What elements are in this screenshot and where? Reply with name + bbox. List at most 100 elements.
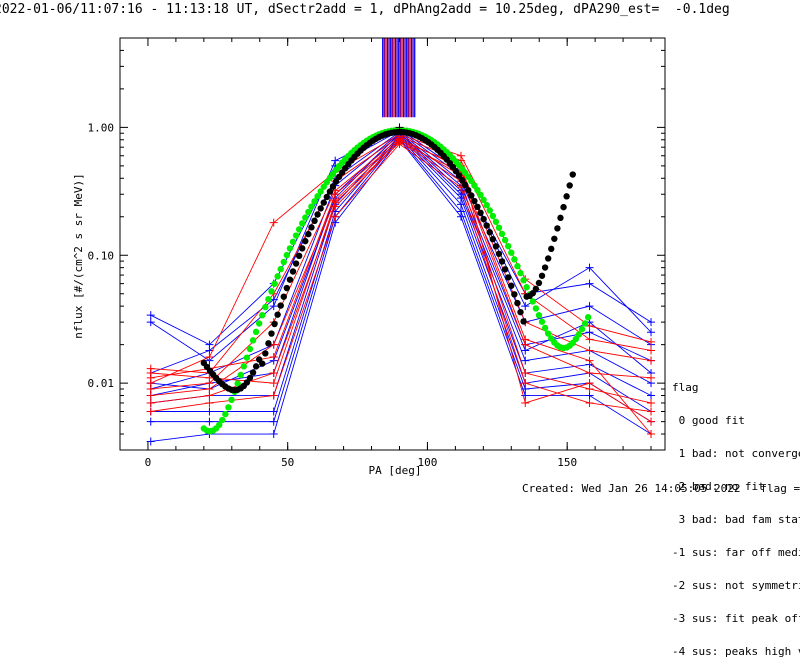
fit-point bbox=[517, 269, 524, 277]
data-point bbox=[269, 369, 278, 378]
data-point bbox=[521, 398, 530, 407]
fit-point bbox=[262, 303, 269, 311]
series-line bbox=[150, 137, 652, 390]
fit-point bbox=[578, 326, 586, 333]
series-line bbox=[150, 132, 652, 390]
x-axis-label: PA [deg] bbox=[369, 464, 422, 477]
x-tick-label: 50 bbox=[281, 456, 294, 469]
series-line bbox=[150, 139, 652, 442]
fit-point bbox=[511, 291, 518, 298]
series-line bbox=[150, 132, 652, 390]
data-point bbox=[269, 430, 278, 439]
data-point bbox=[331, 212, 340, 221]
legend-item: -3 sus: fit peak off 9 bbox=[672, 612, 800, 625]
fit-point bbox=[222, 410, 229, 418]
series-line bbox=[150, 139, 652, 396]
fit-point bbox=[243, 354, 251, 361]
legend-item: 2 bad: no fit bbox=[672, 480, 765, 493]
fit-point bbox=[299, 220, 306, 227]
fit-point bbox=[240, 363, 248, 370]
series-line bbox=[150, 143, 652, 412]
fit-point bbox=[216, 421, 223, 429]
fit-point bbox=[492, 243, 500, 250]
x-tick-label: 0 bbox=[145, 456, 152, 469]
fit-point bbox=[480, 215, 487, 223]
data-point bbox=[647, 318, 656, 327]
fit-point bbox=[508, 249, 515, 256]
data-point bbox=[331, 156, 340, 165]
data-point bbox=[269, 302, 278, 311]
fit-point bbox=[255, 320, 263, 327]
fit-point bbox=[228, 396, 235, 404]
fit-point bbox=[335, 173, 343, 181]
fit-point bbox=[277, 265, 284, 273]
fit-point bbox=[529, 298, 537, 305]
fit-point bbox=[474, 186, 481, 194]
fit-point bbox=[544, 330, 552, 337]
fit-point bbox=[252, 363, 260, 370]
fit-point bbox=[489, 235, 497, 243]
fit-point bbox=[468, 177, 475, 185]
y-axis-label: nflux [#/(cm^2 s sr MeV)] bbox=[72, 173, 85, 339]
legend-item: 1 bad: not converge bbox=[672, 447, 800, 460]
data-point bbox=[269, 218, 278, 227]
fit-point bbox=[477, 209, 484, 217]
fit-point bbox=[320, 199, 327, 206]
fit-point bbox=[259, 312, 266, 319]
fit-point bbox=[243, 379, 251, 386]
data-point bbox=[395, 138, 404, 147]
fit-point bbox=[268, 288, 275, 295]
fit-point bbox=[295, 226, 303, 233]
fit-point bbox=[246, 345, 254, 353]
fit-point bbox=[317, 205, 324, 212]
fit-point bbox=[569, 171, 576, 178]
fit-point bbox=[498, 258, 506, 265]
peak-band bbox=[382, 38, 416, 132]
fit-point bbox=[541, 264, 549, 271]
data-point bbox=[205, 417, 214, 426]
series-line bbox=[150, 135, 652, 404]
fit-point bbox=[483, 222, 490, 229]
fit-point bbox=[295, 252, 303, 260]
fit-point bbox=[458, 177, 466, 184]
fit-point bbox=[560, 203, 567, 211]
y-tick-label: 0.01 bbox=[88, 377, 115, 390]
data-point bbox=[146, 311, 155, 320]
data-point bbox=[585, 335, 594, 344]
legend-item: -2 sus: not symmetric bbox=[672, 579, 800, 592]
fit-point bbox=[262, 350, 269, 357]
fit-point bbox=[289, 238, 297, 246]
fit-point bbox=[314, 211, 321, 218]
series-line bbox=[150, 141, 652, 404]
fit-point bbox=[492, 218, 500, 225]
fit-point bbox=[474, 203, 481, 211]
fit-point bbox=[557, 214, 564, 222]
fit-point bbox=[495, 250, 503, 257]
data-point bbox=[585, 398, 594, 407]
data-point bbox=[647, 328, 656, 337]
fit-point bbox=[486, 207, 493, 214]
fit-point bbox=[283, 251, 291, 259]
data-point bbox=[585, 369, 594, 378]
footer: Created: Wed Jan 26 14:05:05 2022 flag =… bbox=[522, 482, 800, 495]
legend-item: -4 sus: peaks high va bbox=[672, 645, 800, 658]
fit-point bbox=[532, 305, 540, 312]
fit-point bbox=[465, 186, 472, 194]
fit-point bbox=[314, 193, 321, 200]
fit-point bbox=[277, 302, 284, 309]
data-point bbox=[521, 369, 530, 378]
fit-point bbox=[237, 371, 244, 379]
fit-point bbox=[461, 181, 469, 189]
fit-point bbox=[308, 203, 315, 210]
chart-title: 2022-01-06/11:07:16 - 11:13:18 UT, dSect… bbox=[0, 2, 730, 17]
fit-point bbox=[274, 311, 281, 318]
legend-item: -1 sus: far off medic bbox=[672, 546, 800, 559]
series-line bbox=[150, 142, 652, 435]
data-point bbox=[585, 356, 594, 365]
fit-point bbox=[283, 284, 291, 292]
data-point bbox=[521, 335, 530, 344]
fit-point bbox=[517, 308, 524, 316]
data-point bbox=[585, 379, 594, 388]
fit-point bbox=[483, 201, 490, 209]
data-point bbox=[521, 356, 530, 365]
